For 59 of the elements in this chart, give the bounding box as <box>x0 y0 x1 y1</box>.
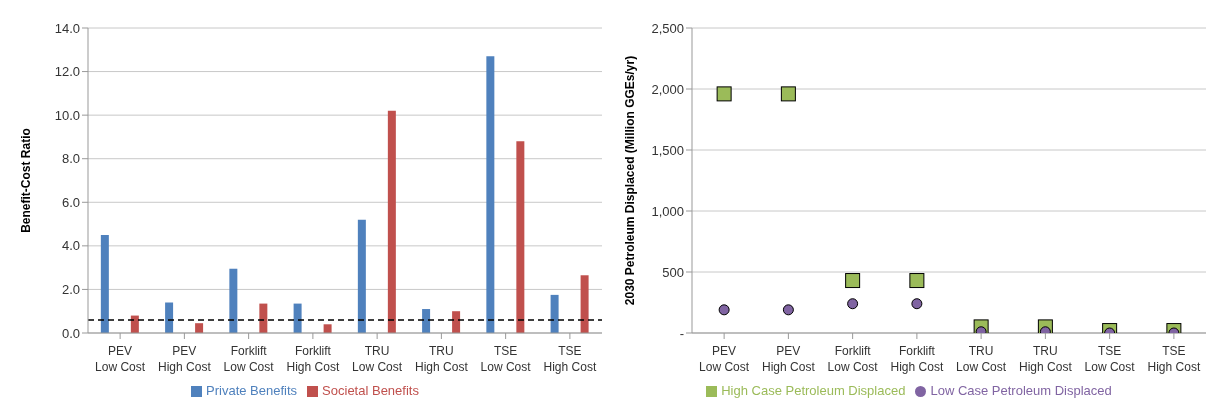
y-tick-label: 4.0 <box>61 238 80 254</box>
bar <box>195 323 204 333</box>
legend-label: Low Case Petroleum Displaced <box>930 383 1112 398</box>
x-tick-label: TSE Low Cost <box>480 344 532 374</box>
bar <box>229 268 238 333</box>
legend-label: High Case Petroleum Displaced <box>721 383 906 398</box>
x-tick-label: PEV High Cost <box>158 344 212 374</box>
y-tick-label: 6.0 <box>61 194 80 210</box>
y-tick-label: 8.0 <box>61 151 80 167</box>
bar <box>293 303 302 333</box>
bar <box>100 234 109 333</box>
bar <box>550 294 559 333</box>
point <box>780 86 796 102</box>
legend-label: Societal Benefits <box>322 383 419 398</box>
y-tick-label: 1,500 <box>651 142 684 158</box>
y-tick-label: 0.0 <box>61 325 80 341</box>
x-tick-label: TSE Low Cost <box>1084 344 1136 374</box>
x-tick-label: TRU Low Cost <box>956 344 1007 374</box>
x-tick-label: TSE High Cost <box>1147 344 1201 374</box>
point <box>782 304 794 316</box>
bar <box>452 311 461 333</box>
bar <box>422 309 431 333</box>
x-tick-label: PEV Low Cost <box>699 344 750 374</box>
point <box>716 86 732 102</box>
x-tick-label: PEV Low Cost <box>95 344 146 374</box>
point <box>911 298 923 310</box>
x-tick-label: Forklift High Cost <box>286 344 340 374</box>
x-tick-label: TRU High Cost <box>415 344 469 374</box>
bar <box>259 303 268 333</box>
x-tick-label: Forklift Low Cost <box>223 344 275 374</box>
x-tick-label: TRU High Cost <box>1019 344 1073 374</box>
bar <box>580 275 589 333</box>
y-tick-label: 500 <box>662 264 684 280</box>
point <box>845 273 861 289</box>
y-tick-label: 14.0 <box>54 20 80 36</box>
point <box>847 298 859 310</box>
bar <box>387 110 396 333</box>
y-tick-label: 1,000 <box>651 203 684 219</box>
legend-label: Private Benefits <box>206 383 298 398</box>
y-tick-label: - <box>679 325 684 341</box>
y-tick-label: 12.0 <box>54 64 80 80</box>
bar <box>486 56 495 333</box>
bar <box>357 219 366 333</box>
bar <box>165 302 174 333</box>
y-tick-label: 2,000 <box>651 81 684 97</box>
y-tick-label: 10.0 <box>54 107 80 123</box>
point <box>909 273 925 289</box>
y-tick-label: 2.0 <box>61 282 80 298</box>
bar <box>323 324 332 333</box>
x-tick-label: TSE High Cost <box>543 344 597 374</box>
x-tick-label: TRU Low Cost <box>352 344 403 374</box>
y-axis-title: 2030 Petroleum Displaced (Million GGEs/yr) <box>623 55 638 306</box>
point <box>718 304 730 316</box>
x-tick-label: PEV High Cost <box>762 344 816 374</box>
bar <box>516 141 525 333</box>
x-tick-label: Forklift Low Cost <box>827 344 879 374</box>
x-tick-label: Forklift High Cost <box>890 344 944 374</box>
y-tick-label: 2,500 <box>651 20 684 36</box>
y-axis-title: Benefit-Cost Ratio <box>19 128 34 233</box>
